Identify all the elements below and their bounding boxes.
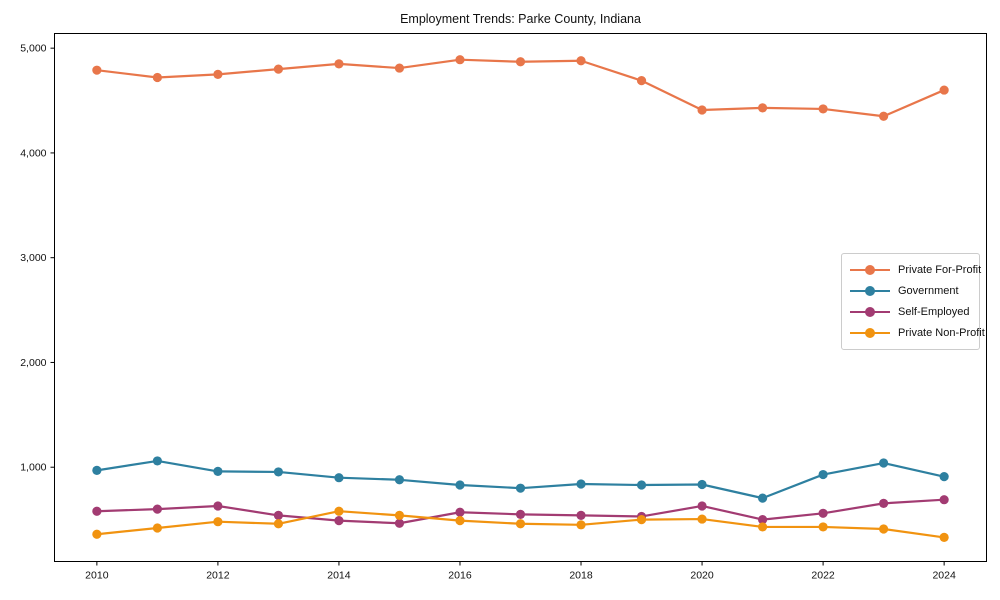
data-point-marker (879, 524, 889, 534)
data-point-marker (92, 65, 102, 75)
data-point-marker (757, 493, 768, 503)
y-tick-label: 2,000 (20, 357, 46, 369)
legend-label: Government (898, 284, 959, 297)
data-point-marker (394, 475, 405, 485)
data-point-marker (455, 55, 465, 65)
data-point-marker (636, 76, 647, 86)
x-tick-label: 2014 (327, 570, 351, 582)
data-point-marker (879, 458, 889, 468)
data-point-marker (92, 465, 102, 475)
legend-label: Private For-Profit (898, 263, 982, 276)
legend-label: Self-Employed (898, 305, 970, 318)
data-point-marker (334, 516, 344, 526)
data-point-marker (576, 479, 586, 489)
data-point-marker (939, 85, 949, 95)
data-point-marker (334, 473, 344, 483)
data-point-marker (576, 56, 586, 66)
data-point-marker (273, 64, 284, 74)
data-point-marker (576, 510, 586, 521)
data-point-marker (455, 507, 465, 517)
legend-label: Private Non-Profit (898, 326, 985, 339)
x-tick-label: 2020 (690, 570, 714, 582)
data-point-marker (152, 504, 162, 514)
line-marker-swatch-icon (849, 285, 891, 296)
y-tick-label: 5,000 (20, 43, 46, 55)
data-point-marker (757, 103, 768, 113)
data-point-marker (273, 510, 284, 521)
data-point-marker (273, 519, 284, 529)
data-point-marker (697, 479, 707, 490)
data-point-marker (455, 480, 465, 490)
data-point-marker (818, 104, 828, 114)
data-point-marker (879, 498, 889, 508)
data-point-marker (152, 72, 162, 83)
data-point-marker (939, 495, 949, 505)
data-point-marker (818, 469, 828, 480)
data-point-marker (757, 522, 768, 532)
x-tick-label: 2018 (569, 570, 593, 582)
data-point-marker (152, 523, 162, 533)
data-point-marker (394, 518, 405, 528)
series-line-private-for-profit (95, 58, 946, 118)
data-point-marker (697, 105, 707, 115)
x-tick-label: 2012 (206, 570, 230, 582)
line-marker-swatch-icon (849, 264, 891, 275)
x-tick-label: 2022 (811, 570, 835, 582)
data-point-marker (515, 57, 526, 67)
legend: Private For-Profit Government Self-Emplo… (841, 253, 985, 350)
data-point-marker (92, 529, 102, 539)
data-point-marker (152, 456, 162, 466)
data-point-marker (939, 472, 949, 482)
data-point-marker (213, 69, 223, 79)
chart-title: Employment Trends: Parke County, Indiana (400, 12, 641, 26)
line-marker-swatch-icon (849, 327, 891, 338)
data-point-marker (515, 519, 526, 529)
x-tick-label: 2010 (85, 570, 109, 582)
y-tick-label: 4,000 (20, 147, 46, 159)
line-marker-swatch-icon (849, 306, 891, 317)
y-tick-label: 3,000 (20, 252, 46, 264)
data-point-marker (697, 501, 707, 511)
data-point-marker (818, 522, 828, 532)
data-point-marker (818, 508, 828, 518)
x-tick-label: 2016 (448, 570, 472, 582)
data-point-marker (394, 510, 405, 521)
legend-item-private-non-profit: Private Non-Profit (849, 322, 985, 343)
data-point-marker (515, 483, 526, 493)
data-point-marker (273, 467, 284, 477)
y-tick-label: 1,000 (20, 462, 46, 474)
data-point-marker (515, 509, 526, 519)
data-point-marker (213, 501, 223, 511)
data-point-marker (92, 506, 102, 516)
data-point-marker (879, 111, 889, 121)
data-point-marker (213, 517, 223, 527)
data-point-marker (576, 520, 586, 530)
data-point-marker (636, 514, 647, 525)
x-tick-label: 2024 (932, 570, 956, 582)
data-point-marker (697, 514, 707, 524)
legend-item-government: Government (849, 280, 972, 301)
data-point-marker (455, 516, 465, 526)
data-point-marker (636, 480, 647, 490)
data-point-marker (939, 532, 949, 543)
axes-spines (54, 33, 987, 562)
data-point-marker (757, 514, 768, 525)
data-point-marker (394, 63, 405, 73)
data-point-marker (213, 466, 223, 477)
legend-item-self-employed: Self-Employed (849, 301, 972, 322)
legend-item-private-for-profit: Private For-Profit (849, 259, 981, 280)
data-point-marker (334, 59, 344, 69)
data-point-marker (334, 506, 344, 516)
